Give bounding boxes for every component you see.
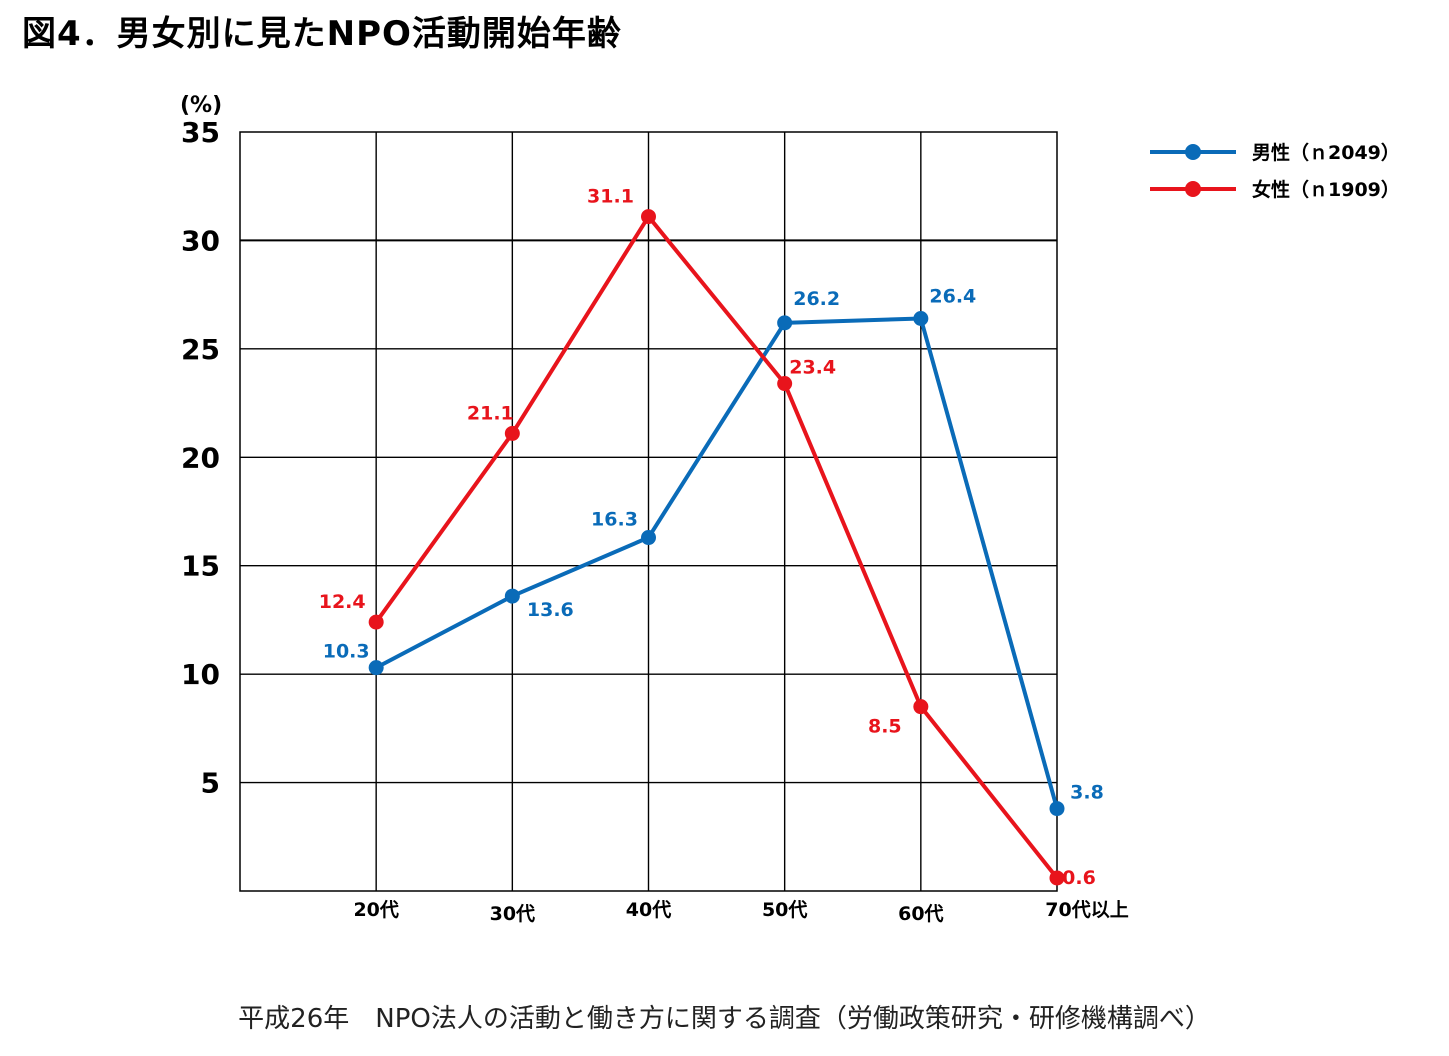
x-tick-label: 70代以上: [1045, 899, 1128, 921]
y-axis-unit: (%): [180, 93, 222, 118]
data-label: 23.4: [789, 357, 836, 379]
data-point: [913, 310, 929, 326]
legend-label: 男性（ｎ2049）: [1252, 141, 1400, 164]
x-tick-label: 60代: [898, 903, 943, 925]
legend-marker: [1185, 181, 1201, 197]
data-point: [1049, 870, 1065, 886]
source-note: 平成26年 NPO法人の活動と働き方に関する調査（労働政策研究・研修機構調べ）: [238, 1004, 1211, 1034]
data-point: [777, 376, 793, 392]
data-label: 16.3: [591, 509, 638, 531]
data-point: [1049, 801, 1065, 817]
legend-label: 女性（ｎ1909）: [1252, 178, 1400, 201]
x-tick-label: 30代: [490, 903, 535, 925]
page-title: 図4．男女別に見たNPO活動開始年齢: [22, 14, 622, 54]
y-tick-label: 10: [181, 658, 220, 691]
y-tick-label: 30: [181, 224, 220, 257]
data-point: [913, 699, 929, 715]
series-line: [374, 214, 1059, 880]
x-tick-label: 40代: [626, 899, 671, 921]
x-tick-label: 20代: [353, 899, 398, 921]
data-label: 0.6: [1062, 867, 1096, 889]
legend-marker: [1185, 144, 1201, 160]
y-tick-label: 5: [201, 767, 220, 800]
data-point: [641, 209, 656, 225]
data-point: [504, 588, 520, 604]
data-label: 13.6: [527, 599, 574, 621]
data-label: 3.8: [1070, 782, 1104, 804]
data-label: 31.1: [587, 186, 634, 208]
y-tick-label: 15: [181, 550, 220, 583]
data-label: 12.4: [319, 591, 366, 613]
y-tick-label: 20: [181, 441, 220, 474]
y-tick-label: 25: [181, 333, 220, 366]
y-tick-label: 35: [181, 116, 220, 149]
data-point: [777, 315, 793, 331]
data-label: 21.1: [467, 402, 514, 424]
x-tick-label: 50代: [762, 899, 807, 921]
data-label: 26.2: [793, 288, 840, 310]
data-point: [368, 614, 384, 630]
data-point: [641, 530, 656, 546]
data-label: 8.5: [868, 716, 902, 738]
data-label: 10.3: [323, 641, 370, 663]
data-point: [368, 660, 384, 676]
data-point: [504, 425, 520, 441]
line-chart: 5 10 15 20 25 30 35(%) 20代 30代 40代 50代 60代 70代以上 10.3…: [180, 93, 1400, 925]
data-label: 26.4: [929, 285, 976, 307]
series-line: [375, 316, 1059, 810]
